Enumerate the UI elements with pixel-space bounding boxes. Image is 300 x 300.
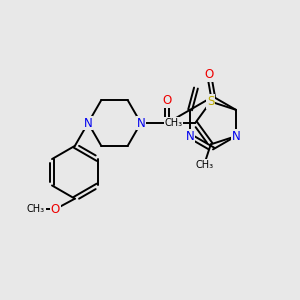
Text: N: N xyxy=(84,116,92,130)
Text: O: O xyxy=(51,203,60,216)
Text: CH₃: CH₃ xyxy=(27,204,45,214)
Text: N: N xyxy=(136,116,145,130)
Text: S: S xyxy=(207,95,214,108)
Text: N: N xyxy=(186,130,194,143)
Text: O: O xyxy=(205,68,214,81)
Text: CH₃: CH₃ xyxy=(165,118,183,128)
Text: O: O xyxy=(163,94,172,107)
Text: CH₃: CH₃ xyxy=(195,160,213,170)
Text: N: N xyxy=(232,130,240,143)
